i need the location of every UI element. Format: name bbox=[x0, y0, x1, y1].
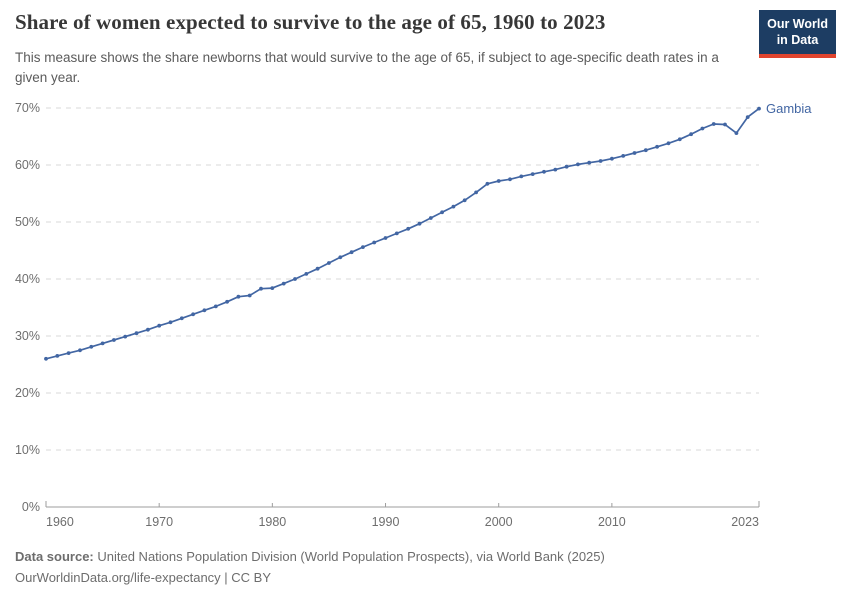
data-point bbox=[270, 286, 275, 290]
data-point bbox=[428, 216, 433, 220]
license-line: OurWorldinData.org/life-expectancy | CC … bbox=[15, 570, 272, 586]
data-point bbox=[451, 204, 456, 209]
data-point bbox=[349, 250, 354, 255]
y-tick-label: 60% bbox=[15, 158, 40, 172]
page-title: Share of women expected to survive to th… bbox=[15, 10, 606, 34]
data-point bbox=[474, 190, 478, 195]
data-point bbox=[293, 277, 297, 281]
data-point bbox=[191, 312, 196, 317]
data-point bbox=[247, 293, 252, 298]
y-tick-label: 20% bbox=[15, 386, 40, 400]
x-tick-label: 2023 bbox=[731, 515, 759, 529]
data-point bbox=[259, 286, 263, 291]
data-source-line: Data source: United Nations Population D… bbox=[15, 546, 605, 567]
data-point bbox=[553, 167, 558, 172]
data-point bbox=[304, 272, 309, 276]
data-point bbox=[485, 181, 490, 186]
data-point bbox=[338, 255, 343, 260]
line-chart: 0% 10% 20% 30% 40% 50% 60% 70% 1960 1970 1980 1990 2… bbox=[15, 101, 812, 529]
data-point bbox=[530, 172, 535, 176]
data-point bbox=[757, 106, 761, 111]
data-point bbox=[655, 144, 659, 149]
owid-logo-line1: Our World bbox=[767, 17, 828, 31]
data-point bbox=[134, 331, 139, 336]
data-point bbox=[361, 245, 365, 250]
data-point bbox=[643, 148, 648, 153]
data-point bbox=[496, 179, 501, 183]
data-point bbox=[700, 126, 705, 131]
data-point bbox=[55, 354, 60, 358]
x-tick-label: 1990 bbox=[372, 515, 400, 529]
data-point bbox=[610, 156, 614, 161]
chart-subtitle: This measure shows the share newborns th… bbox=[15, 50, 719, 86]
data-point bbox=[112, 338, 116, 342]
y-tick-label: 30% bbox=[15, 329, 40, 343]
data-point bbox=[225, 299, 230, 304]
x-tick-label: 2000 bbox=[485, 515, 513, 529]
series-label-gambia: Gambia bbox=[766, 101, 812, 116]
data-point bbox=[44, 356, 48, 361]
data-point bbox=[66, 351, 71, 355]
chart-footer: Data source: United Nations Population D… bbox=[15, 546, 605, 588]
data-source-label: Data source: bbox=[15, 549, 94, 564]
data-point bbox=[711, 122, 716, 126]
data-point bbox=[587, 160, 592, 165]
data-point bbox=[168, 320, 173, 325]
data-point bbox=[179, 316, 184, 321]
data-point bbox=[598, 159, 603, 163]
data-point bbox=[462, 198, 467, 203]
data-point bbox=[440, 210, 444, 215]
data-point bbox=[327, 261, 331, 265]
data-point bbox=[666, 141, 671, 146]
data-point bbox=[394, 231, 399, 236]
data-point bbox=[383, 236, 388, 240]
y-tick-label: 40% bbox=[15, 272, 40, 286]
data-point bbox=[677, 137, 682, 142]
data-point bbox=[406, 226, 411, 231]
data-point bbox=[508, 177, 512, 182]
data-point bbox=[632, 151, 637, 155]
data-point bbox=[157, 323, 162, 328]
data-point bbox=[734, 131, 739, 135]
data-point bbox=[576, 162, 580, 167]
owid-logo: Our World in Data bbox=[759, 10, 836, 58]
data-point bbox=[236, 294, 241, 299]
data-point bbox=[281, 281, 286, 286]
data-point bbox=[689, 132, 693, 137]
y-tick-label: 70% bbox=[15, 101, 40, 115]
data-source-text: United Nations Population Division (Worl… bbox=[93, 549, 605, 564]
y-tick-label: 10% bbox=[15, 443, 40, 457]
data-point bbox=[519, 174, 524, 179]
x-tick-label: 1960 bbox=[46, 515, 74, 529]
y-tick-label: 50% bbox=[15, 215, 40, 229]
y-tick-label: 0% bbox=[22, 500, 40, 514]
data-point bbox=[745, 115, 750, 119]
data-point bbox=[564, 164, 569, 169]
data-point bbox=[146, 327, 150, 332]
data-point bbox=[78, 348, 82, 353]
data-point bbox=[417, 221, 422, 226]
data-point bbox=[723, 122, 727, 127]
data-point bbox=[123, 334, 128, 339]
data-point bbox=[621, 154, 626, 158]
data-point bbox=[372, 240, 377, 245]
x-tick-label: 2010 bbox=[598, 515, 626, 529]
data-point bbox=[315, 266, 320, 271]
data-point bbox=[202, 308, 207, 313]
x-tick-label: 1970 bbox=[145, 515, 173, 529]
data-point bbox=[213, 304, 218, 309]
owid-logo-line2: in Data bbox=[776, 33, 819, 48]
data-point bbox=[89, 344, 94, 349]
data-point bbox=[100, 341, 105, 346]
x-tick-label: 1980 bbox=[258, 515, 286, 529]
gambia-line bbox=[45, 107, 760, 360]
data-point bbox=[542, 169, 546, 174]
